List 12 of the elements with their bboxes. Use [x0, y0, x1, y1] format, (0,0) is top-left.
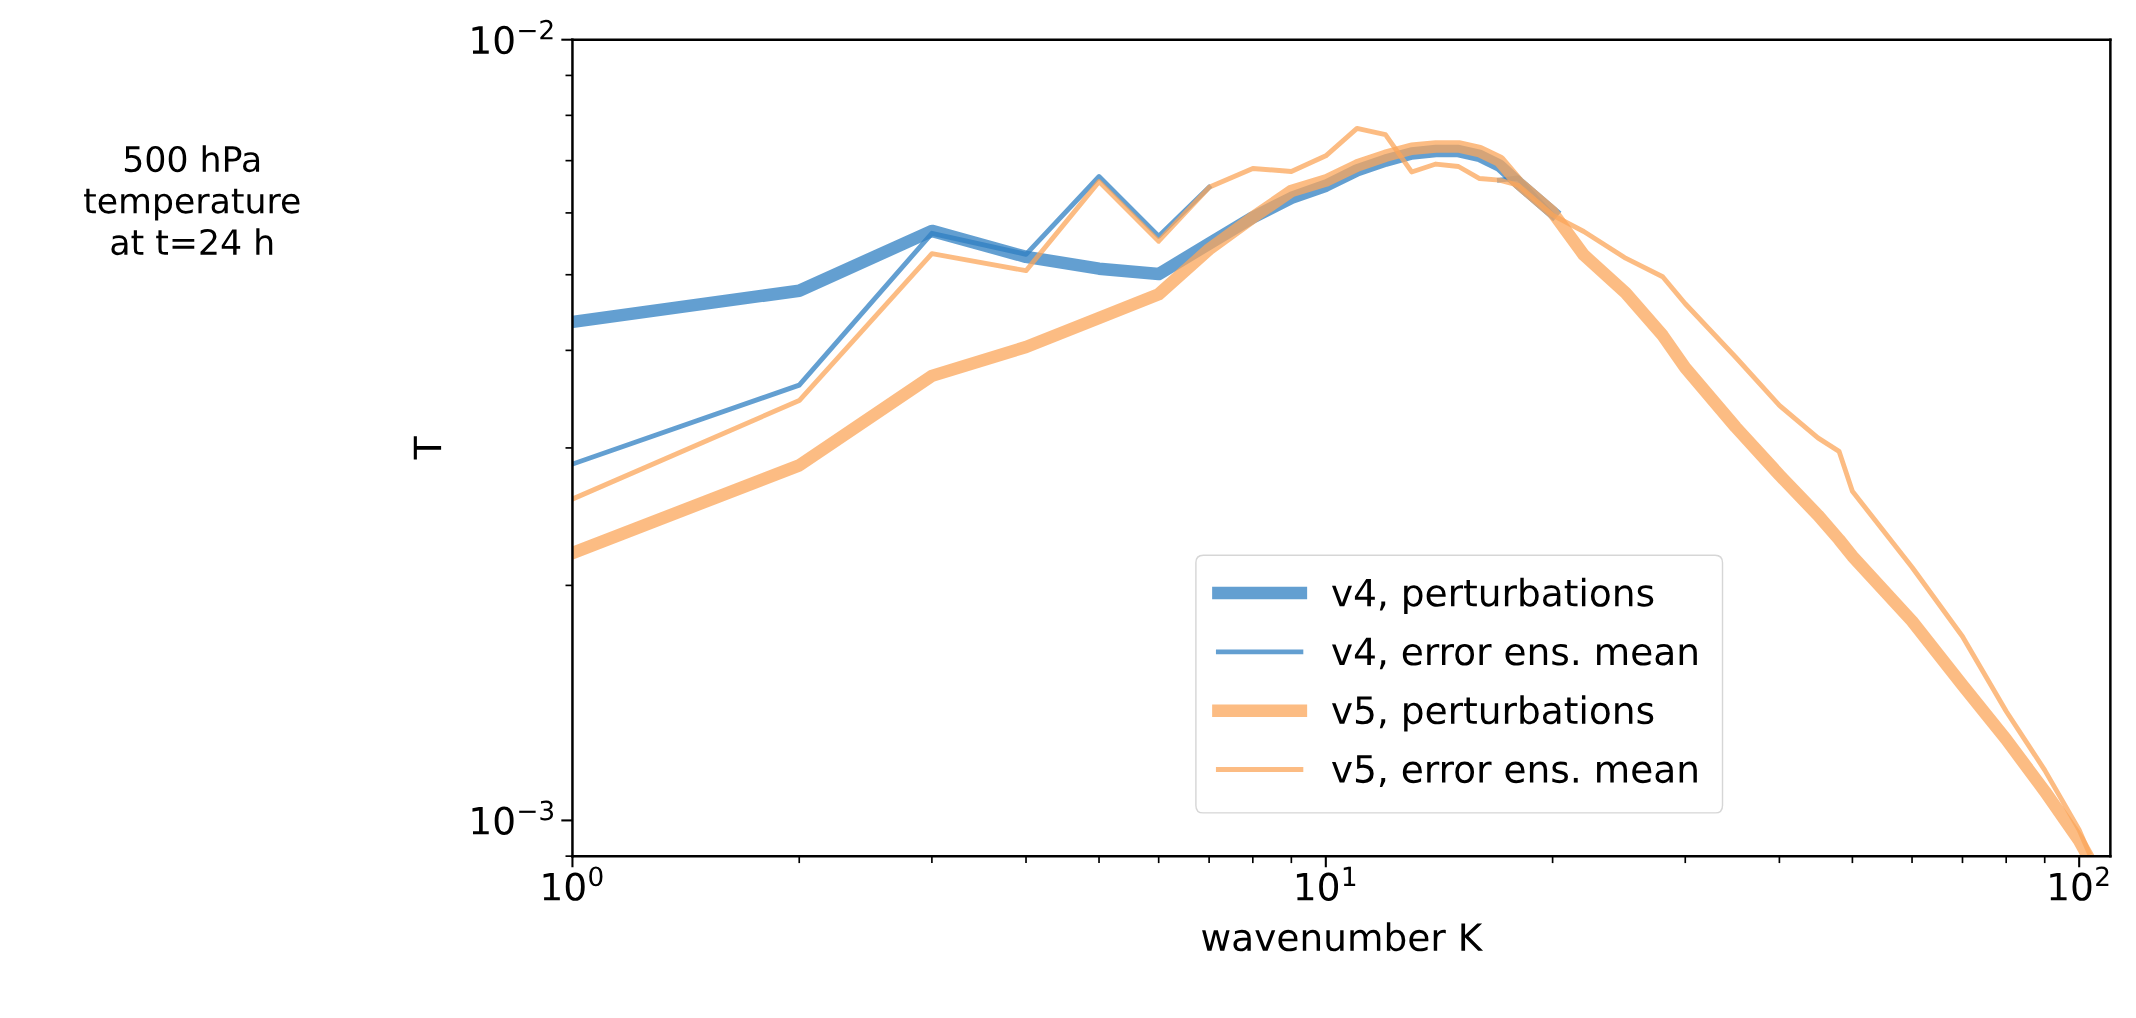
x-axis-title: wavenumber K — [1202, 922, 1484, 952]
legend-label: v4, perturbations — [1332, 577, 1654, 615]
legend-label: v5, perturbations — [1332, 695, 1654, 732]
x-tick-label: 10$^{1}$ — [1296, 866, 1356, 901]
text: 500 hPa temperature at t=24 h — [84, 145, 300, 256]
x-tick-label: 10$^{2}$ — [2050, 866, 2109, 901]
y-tick-label: 10$^{−2}$ — [472, 19, 553, 55]
y-tick-label: 10$^{−3}$ — [472, 800, 554, 835]
y-axis-title: T — [413, 436, 442, 460]
x-tick-label: 10$^{0}$ — [543, 866, 603, 901]
legend-label: v5, error ens. mean — [1332, 755, 1697, 787]
legend-label: v4, error ens. mean — [1332, 637, 1697, 670]
